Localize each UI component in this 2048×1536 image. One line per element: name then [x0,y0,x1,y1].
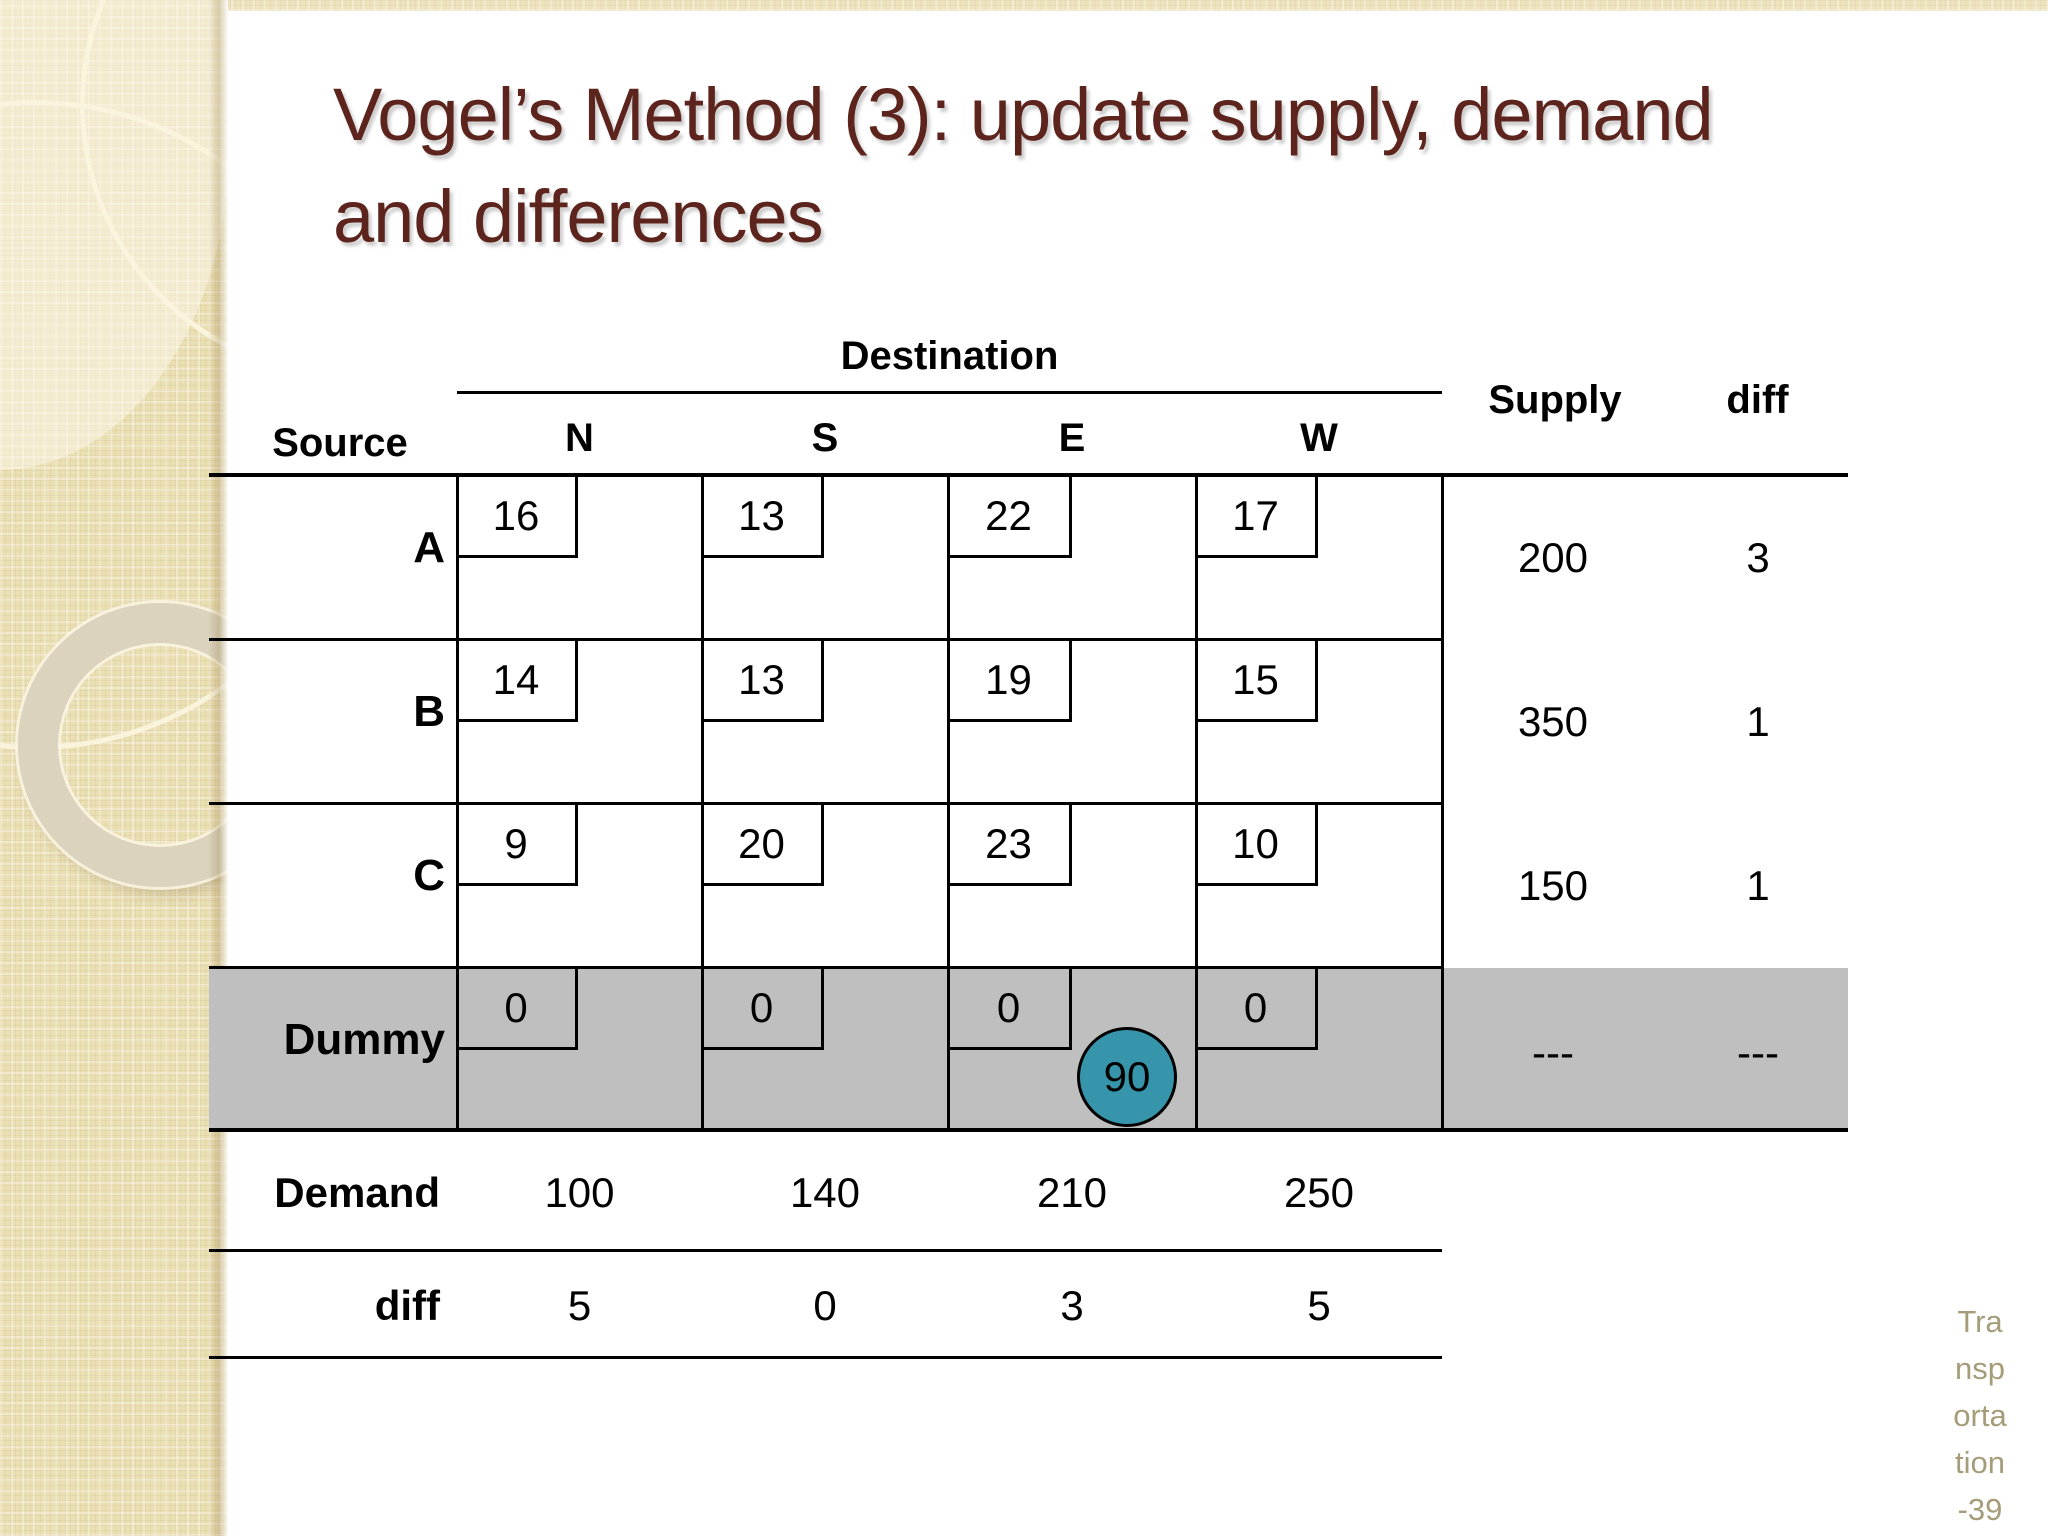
demand-value-n: 100 [544,1169,615,1216]
cost-value: 22 [985,491,1032,539]
cost-value: 0 [996,983,1021,1031]
cost-cell-a-s: 13 [702,476,824,558]
cost-cell-b-s: 13 [702,640,824,722]
decorative-top-strip [0,0,2048,11]
cost-cell-a-e: 22 [948,476,1072,558]
page-title-line-1: Vogel’s Method (3): update supply, deman… [333,73,1714,156]
page-title: Vogel’s Method (3): update supply, deman… [333,64,1983,268]
diff-value-dummy: --- [1737,1029,1779,1076]
footer-line: tion [1955,1445,2005,1480]
cost-value: 15 [1232,655,1279,703]
supply-value-dummy: --- [1532,1029,1574,1076]
cost-value: 13 [738,655,785,703]
diff-header: diff [1726,377,1789,422]
table-bottom-line [209,1356,1442,1359]
demand-value-s: 140 [789,1169,861,1216]
grid-hline [209,638,1442,641]
row-label-dummy: Dummy [283,1015,445,1064]
cost-value: 23 [985,819,1032,867]
diff-value-c: 1 [1746,862,1770,909]
col-header-s: S [811,415,839,460]
demand-label: Demand [274,1169,440,1216]
page-title-line-2: and differences [333,175,824,258]
cost-cell-c-n: 9 [457,804,578,886]
allocation-badge: 90 [1077,1027,1177,1127]
cost-cell-c-e: 23 [948,804,1072,886]
cost-cell-b-n: 14 [457,640,578,722]
demand-value-e: 210 [1036,1169,1108,1216]
demand-diff-separator [209,1249,1442,1252]
cost-value: 10 [1232,819,1279,867]
destination-underline [457,391,1442,394]
header-underline [209,473,1848,477]
demand-diff-value-e: 3 [1060,1282,1084,1329]
cost-value: 13 [738,491,785,539]
demand-value-w: 250 [1283,1169,1355,1216]
cost-value: 0 [1243,983,1268,1031]
cost-cell-c-s: 20 [702,804,824,886]
cost-value: 20 [738,819,785,867]
cost-value: 9 [504,819,528,867]
sidebar-decoration [0,0,228,1536]
cost-cell-dummy-w: 0 [1196,968,1318,1050]
cost-cell-c-w: 10 [1196,804,1318,886]
cost-value: 17 [1232,491,1279,539]
supply-value-b: 350 [1517,698,1589,745]
cost-cell-b-e: 19 [948,640,1072,722]
row-label-b: B [413,687,445,736]
cost-value: 0 [504,983,528,1031]
cost-cell-a-n: 16 [457,476,578,558]
cost-value: 19 [985,655,1032,703]
footer-line: -39 [1957,1492,2003,1527]
demand-diff-value-w: 5 [1307,1282,1331,1329]
cost-value: 16 [492,491,540,539]
demand-diff-value-s: 0 [813,1282,837,1329]
cost-cell-a-w: 17 [1196,476,1318,558]
footer-line: nsp [1955,1351,2005,1386]
cost-cell-dummy-n: 0 [457,968,578,1050]
row-label-a: A [413,523,445,572]
cost-cell-dummy-e: 0 [948,968,1072,1050]
supply-value-c: 150 [1517,862,1589,909]
demand-diff-value-n: 5 [567,1282,592,1329]
cost-cell-dummy-s: 0 [702,968,824,1050]
dummy-band-bottom-line [209,1128,1848,1132]
slide-footer-page-label: Tra nsp orta tion -39 [1930,1298,2030,1533]
demand-diff-label: diff [374,1282,440,1329]
row-label-c: C [413,851,445,900]
diff-value-b: 1 [1746,698,1770,745]
cost-value: 0 [749,983,774,1031]
supply-value-a: 200 [1517,534,1589,581]
diff-value-a: 3 [1746,534,1770,581]
grid-vline [1441,476,1444,1131]
supply-header: Supply [1488,377,1622,422]
cost-cell-b-w: 15 [1196,640,1318,722]
footer-line: Tra [1957,1304,2003,1339]
cost-value: 14 [492,655,540,703]
col-header-w: W [1300,415,1338,460]
grid-hline [209,966,1442,969]
source-header: Source [272,420,408,465]
grid-hline [209,802,1442,805]
col-header-n: N [565,415,594,460]
col-header-e: E [1058,415,1086,460]
footer-line: orta [1953,1398,2007,1433]
sidebar-edge-shadow [208,0,228,1536]
destination-header: Destination [840,333,1059,378]
allocation-value: 90 [1103,1053,1151,1100]
